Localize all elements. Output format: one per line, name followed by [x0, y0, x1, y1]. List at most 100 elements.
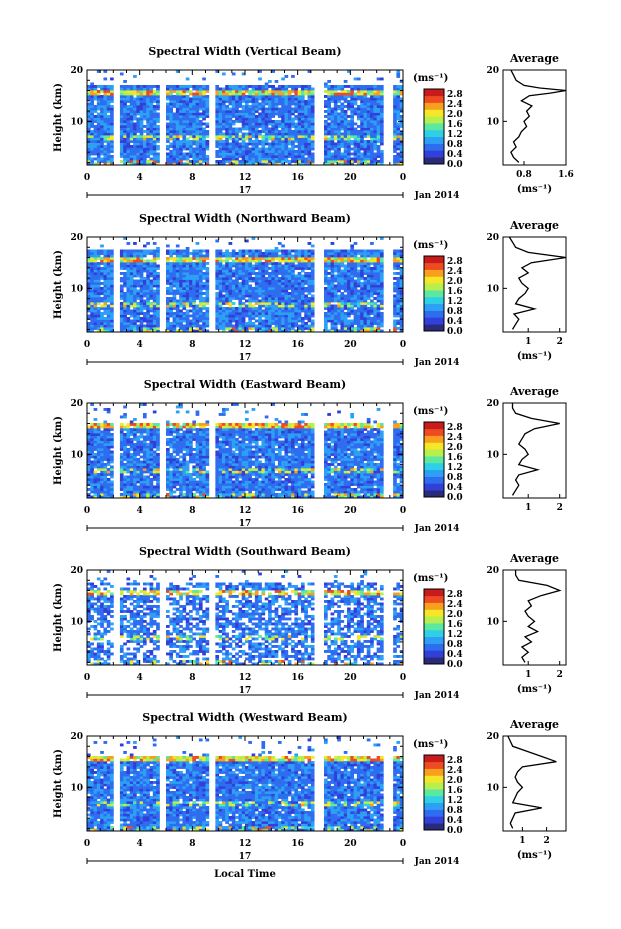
heatmap-cell — [182, 329, 187, 333]
heatmap-cell — [281, 147, 285, 151]
heatmap-cell — [202, 314, 206, 318]
heatmap-cell — [271, 327, 276, 330]
heatmap-cell — [156, 317, 160, 320]
heatmap-cell — [129, 97, 134, 101]
heatmap-cell — [149, 157, 154, 161]
heatmap-cell — [254, 90, 259, 93]
heatmap-cell — [307, 287, 312, 290]
heatmap-cell — [327, 264, 331, 268]
heatmap-cell — [277, 329, 282, 333]
heatmap-cell — [133, 252, 137, 255]
heatmap-cell — [254, 155, 259, 158]
heatmap-cell — [274, 90, 279, 93]
heatmap-cell — [149, 279, 154, 283]
heatmap-cell — [133, 304, 137, 308]
heatmap-cell — [235, 269, 239, 273]
heatmap-cell — [307, 125, 312, 128]
heatmap-cell — [291, 259, 295, 263]
heatmap-cell — [353, 299, 358, 303]
heatmap-cell — [281, 272, 285, 275]
heatmap-cell — [340, 302, 345, 305]
heatmap-cell — [90, 267, 94, 270]
heatmap-cell — [287, 252, 292, 255]
heatmap-cell — [169, 117, 173, 121]
heatmap-cell — [215, 100, 220, 103]
heatmap-cell — [268, 322, 272, 325]
heatmap-cell — [123, 297, 127, 300]
heatmap-cell — [277, 152, 282, 156]
heatmap-cell — [202, 304, 206, 308]
heatmap-cell — [110, 117, 114, 121]
heatmap-cell — [333, 92, 338, 96]
heatmap-cell — [284, 327, 289, 330]
heatmap-cell — [360, 319, 364, 323]
heatmap-cell — [297, 284, 302, 288]
heatmap-cell — [393, 132, 397, 136]
heatmap-cell — [225, 267, 229, 270]
heatmap-cell — [347, 127, 351, 131]
heatmap-cell — [271, 252, 276, 255]
heatmap-cell — [110, 304, 114, 308]
heatmap-cell — [126, 155, 131, 158]
heatmap-cell — [231, 264, 236, 268]
heatmap-cell — [304, 87, 308, 91]
heatmap-cell — [294, 312, 299, 315]
heatmap-cell — [327, 90, 331, 93]
heatmap-cell — [189, 284, 193, 288]
heatmap-cell — [225, 322, 229, 325]
heatmap-cell — [146, 135, 150, 138]
heatmap-cell — [90, 100, 94, 103]
heatmap-cell — [327, 289, 331, 293]
heatmap-cell — [156, 120, 160, 123]
heatmap-cell — [166, 299, 170, 303]
heatmap-cell — [310, 277, 315, 280]
heatmap-cell — [254, 267, 259, 270]
heatmap-cell — [264, 302, 269, 305]
heatmap-cell — [103, 117, 108, 121]
heatmap-cell — [87, 160, 91, 163]
heatmap-cell — [264, 117, 269, 121]
heatmap-cell — [356, 307, 361, 310]
heatmap-cell — [327, 287, 331, 290]
heatmap-cell — [300, 152, 305, 156]
heatmap-cell — [182, 274, 187, 278]
heatmap-cell — [399, 135, 404, 138]
heatmap-cell — [251, 237, 256, 240]
heatmap-cell — [271, 299, 276, 303]
heatmap-cell — [291, 322, 295, 325]
heatmap-cell — [119, 152, 124, 156]
heatmap-cell — [363, 284, 368, 288]
heatmap-cell — [258, 147, 262, 151]
heatmap-cell — [169, 327, 173, 330]
heatmap-cell — [87, 152, 91, 156]
heatmap-cell — [231, 324, 236, 328]
heatmap-cell — [149, 314, 154, 318]
heatmap-cell — [228, 242, 233, 245]
heatmap-cell — [297, 92, 302, 96]
heatmap-cell — [182, 267, 187, 270]
heatmap-cell — [106, 110, 111, 113]
heatmap-cell — [337, 95, 341, 98]
heatmap-cell — [245, 90, 249, 93]
heatmap-cell — [294, 92, 299, 96]
heatmap-cell — [221, 307, 226, 310]
heatmap-cell — [350, 259, 355, 263]
heatmap-cell — [152, 162, 157, 166]
heatmap-cell — [271, 102, 276, 106]
heatmap-cell — [324, 297, 328, 300]
heatmap-cell — [231, 297, 236, 300]
heatmap-cell — [175, 289, 180, 293]
heatmap-cell — [225, 264, 229, 268]
heatmap-cell — [274, 272, 279, 275]
heatmap-cell — [202, 90, 206, 93]
heatmap-cell — [337, 317, 341, 320]
heatmap-cell — [146, 150, 150, 153]
heatmap-cell — [192, 152, 197, 156]
heatmap-cell — [129, 160, 134, 163]
heatmap-cell — [291, 75, 295, 78]
heatmap-cell — [343, 329, 348, 333]
heatmap-cell — [110, 309, 114, 313]
heatmap-cell — [179, 272, 183, 275]
heatmap-cell — [258, 269, 262, 273]
heatmap-cell — [248, 327, 252, 330]
